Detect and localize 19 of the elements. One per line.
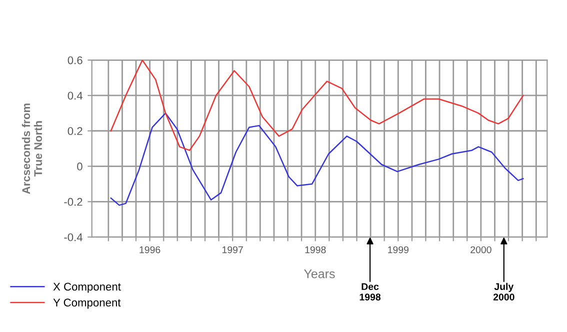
text: July 2000 [493,282,514,300]
y-tick-label: 0.2 [68,127,82,136]
y-tick-label: 0.6 [68,56,82,64]
x-axis-title: Years [304,269,335,278]
y-tick-label: -0.4 [64,233,83,242]
text: Dec 1998 [360,283,381,300]
line-series [110,60,524,151]
line-series [110,112,524,206]
legend-label: Y Component [53,298,121,309]
x-tick-label: 1999 [388,246,408,254]
y-axis-title: Arcseconds from True North [22,104,42,194]
legend-label: X Component [53,282,121,293]
x-tick-label: 1997 [222,246,243,254]
x-tick-label: 1996 [140,246,160,254]
x-tick-label: 1998 [305,246,326,254]
y-tick-label: -0.2 [64,198,82,206]
x-tick-label: 2000 [470,246,492,254]
y-tick-label: 0.4 [68,92,82,100]
y-tick-label: 0 [77,162,82,170]
